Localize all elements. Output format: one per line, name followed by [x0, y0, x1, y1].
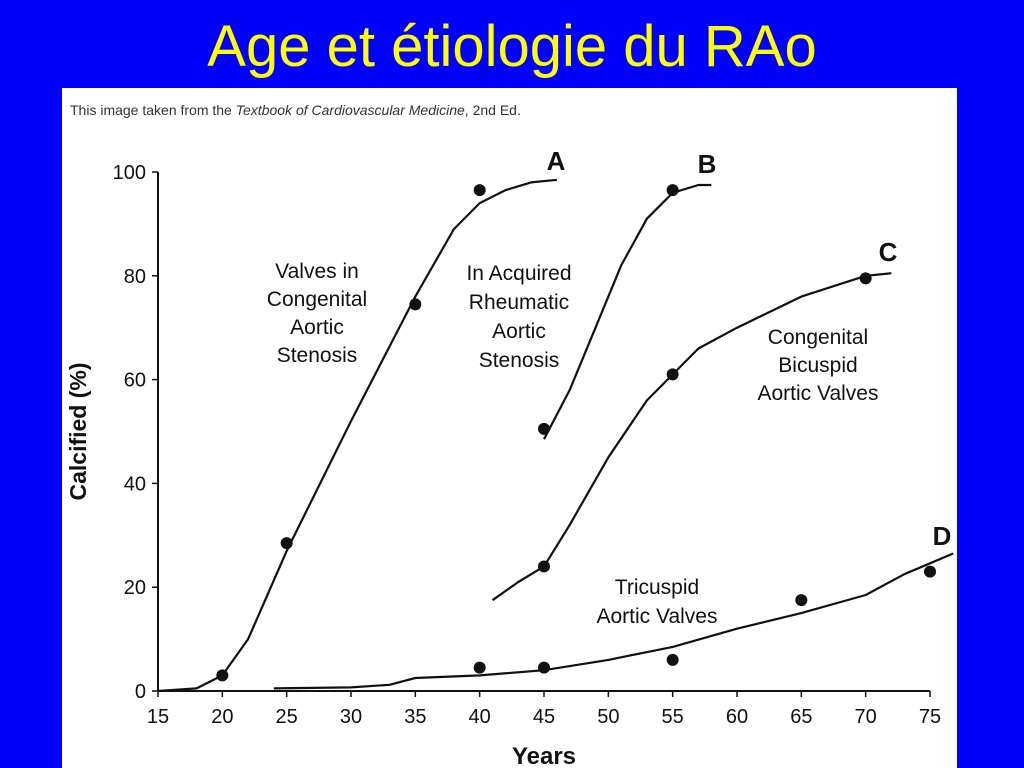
curve-b [543, 183, 712, 440]
data-point-d [473, 661, 486, 674]
curve-d [273, 552, 954, 690]
series-label-d: D [933, 521, 952, 551]
y-tick-label: 40 [124, 473, 146, 495]
annotation-b: Rheumatic [469, 291, 569, 314]
x-tick-label: 30 [340, 706, 362, 728]
data-point-c [666, 368, 679, 381]
annotation-b: In Acquired [466, 262, 571, 285]
annotation-d: Aortic Valves [597, 605, 718, 628]
x-tick-label: 40 [469, 706, 491, 728]
series-label-c: C [879, 237, 898, 267]
data-point-d [924, 565, 936, 578]
slide-title: Age et étiologie du RAo [207, 14, 817, 79]
data-point-a [409, 298, 422, 311]
calcification-chart: 15 20 25 30 35 40 45 50 55 60 65 70 75 0 20 40 60 80 100 Ye… [65, 146, 954, 768]
data-point-a [216, 669, 229, 682]
curve-c [491, 272, 892, 602]
source-book-title: Textbook of Cardiovascular Medicine [235, 102, 465, 118]
data-point-b [666, 184, 679, 197]
x-axis-title: Years [512, 743, 576, 768]
annotation-a: Valves in [275, 260, 359, 283]
x-tick-label: 70 [855, 706, 877, 728]
y-tick-label: 100 [113, 162, 146, 184]
annotation-a: Aortic [290, 316, 344, 339]
data-point-a [280, 537, 293, 550]
data-point-d [666, 653, 679, 666]
data-point-d [538, 661, 550, 674]
annotation-b: Aortic [492, 320, 546, 343]
annotation-c: Aortic Valves [758, 382, 879, 405]
data-point-c [538, 560, 550, 573]
data-point-b [538, 422, 550, 435]
source-prefix: This image taken from the [70, 102, 236, 118]
series-label-b: B [698, 149, 717, 179]
data-point-c [859, 272, 872, 285]
x-tick-label: 35 [404, 706, 426, 728]
source-note: This image taken from the Textbook of Ca… [70, 102, 521, 118]
data-point-d [795, 594, 808, 607]
curve-a [157, 178, 558, 693]
annotation-a: Stenosis [277, 344, 358, 367]
x-tick-label: 65 [790, 706, 812, 728]
series-label-a: A [547, 146, 566, 176]
x-tick-label: 45 [533, 706, 555, 728]
source-suffix: , 2nd Ed. [464, 102, 521, 118]
x-tick-label: 75 [919, 706, 941, 728]
y-tick-label: 0 [135, 681, 146, 703]
x-tick-label: 20 [211, 706, 233, 728]
data-point-a [473, 184, 486, 197]
y-tick-label: 20 [124, 577, 146, 599]
x-tick-label: 25 [276, 706, 298, 728]
y-axis-title: Calcified (%) [65, 362, 91, 500]
x-tick-label: 60 [726, 706, 748, 728]
x-tick-label: 55 [662, 706, 684, 728]
x-tick-label: 50 [597, 706, 619, 728]
x-tick-label: 15 [147, 706, 169, 728]
figure-panel: This image taken from the Textbook of Ca… [62, 88, 957, 768]
annotation-c: Bicuspid [778, 354, 857, 377]
y-tick-label: 60 [124, 370, 146, 392]
annotation-a: Congenital [267, 288, 367, 311]
annotation-d: Tricuspid [615, 576, 699, 599]
y-tick-label: 80 [124, 266, 146, 288]
annotation-b: Stenosis [479, 349, 560, 372]
annotation-c: Congenital [768, 326, 868, 349]
